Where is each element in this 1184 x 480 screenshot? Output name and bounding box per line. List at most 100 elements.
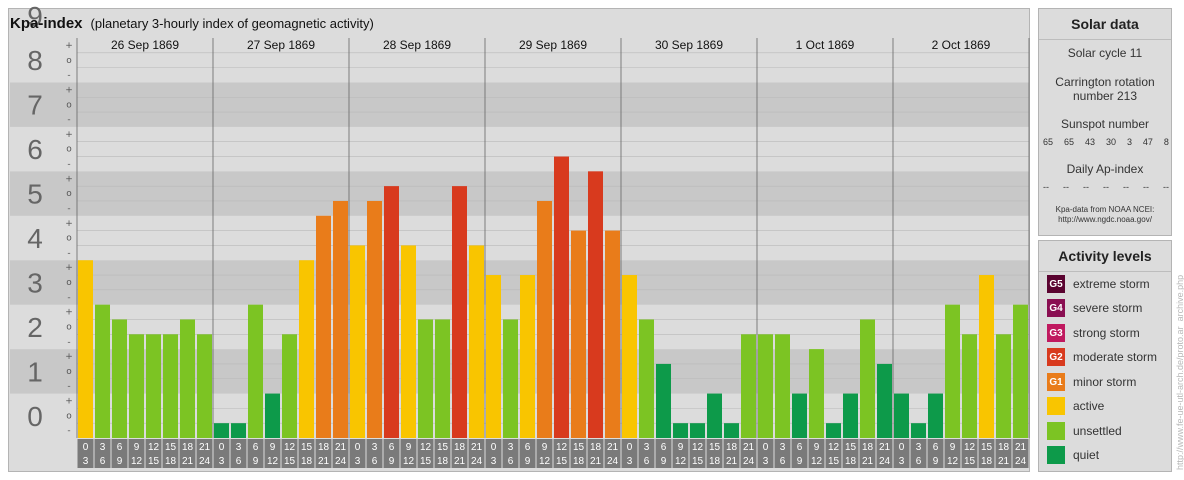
kp-bar (1013, 304, 1028, 438)
interval-end-label: 24 (879, 456, 891, 467)
interval-end-label: 3 (763, 456, 769, 467)
interval-end-label: 24 (607, 456, 619, 467)
day-label: 1 Oct 1869 (796, 38, 855, 52)
interval-cell (536, 439, 553, 468)
kp-bar (452, 186, 467, 438)
interval-cell (1012, 439, 1029, 468)
interval-cell (553, 439, 570, 468)
interval-start-label: 6 (933, 442, 939, 453)
interval-start-label: 21 (879, 442, 891, 453)
interval-cell (349, 439, 366, 468)
kp-bar (418, 319, 433, 438)
kp-bar (877, 363, 892, 438)
interval-cell (145, 439, 162, 468)
y-sub-tick-label: - (67, 160, 70, 170)
interval-start-label: 12 (692, 442, 704, 453)
data-source-label: Kpa-data from NOAA NCEI: (1055, 205, 1155, 214)
daily-ap-index-title: Daily Ap-index (1066, 162, 1144, 176)
kp-bar (435, 319, 450, 438)
interval-start-label: 6 (797, 442, 803, 453)
sunspot-number-title: Sunspot number (1060, 117, 1150, 131)
interval-end-label: 18 (301, 456, 313, 467)
interval-cell (519, 439, 536, 468)
interval-cell (434, 439, 451, 468)
kp-bar (214, 423, 229, 438)
interval-cell (723, 439, 740, 468)
interval-cell (961, 439, 978, 468)
level-label: active (1073, 399, 1105, 413)
interval-end-label: 15 (556, 456, 568, 467)
interval-start-label: 12 (148, 442, 160, 453)
interval-cell (774, 439, 791, 468)
interval-end-label: 3 (627, 456, 633, 467)
level-swatch: G3 (1047, 324, 1065, 342)
interval-start-label: 21 (1015, 442, 1027, 453)
interval-end-label: 18 (981, 456, 993, 467)
level-swatch (1047, 446, 1065, 464)
chart-title-row: Kpa-index (planetary 3-hourly index of ge… (10, 15, 374, 33)
kp-bar (962, 334, 977, 438)
interval-start-label: 0 (355, 442, 361, 453)
interval-end-label: 3 (899, 456, 905, 467)
y-band (10, 171, 1029, 216)
interval-start-label: 12 (420, 442, 432, 453)
y-tick-label: 5 (27, 179, 43, 210)
ap-value: -- (1123, 182, 1129, 192)
y-tick-label: 1 (27, 356, 43, 387)
level-swatch: G2 (1047, 348, 1065, 366)
interval-start-label: 15 (437, 442, 449, 453)
interval-end-label: 24 (199, 456, 211, 467)
kp-bar (129, 334, 144, 438)
level-label: quiet (1073, 448, 1100, 462)
chart-title: Kpa-index (10, 15, 83, 32)
interval-end-label: 12 (947, 456, 959, 467)
interval-cell (978, 439, 995, 468)
kp-bar (486, 275, 501, 438)
interval-cell (400, 439, 417, 468)
interval-end-label: 12 (811, 456, 823, 467)
interval-cell (570, 439, 587, 468)
interval-end-label: 3 (219, 456, 225, 467)
interval-cell (417, 439, 434, 468)
solar-data-panel: Solar data Solar cycle 11 Carrington rot… (1038, 8, 1172, 236)
kp-bar (809, 349, 824, 438)
ap-value: -- (1143, 182, 1149, 192)
interval-cell (825, 439, 842, 468)
interval-cell (281, 439, 298, 468)
kp-bar (367, 200, 382, 438)
kp-bar (928, 393, 943, 438)
y-band (10, 349, 1029, 394)
level-label: strong storm (1073, 326, 1140, 340)
level-swatch: G1 (1047, 373, 1065, 391)
interval-start-label: 12 (284, 442, 296, 453)
level-moderate-storm: G2 moderate storm (1047, 347, 1157, 367)
kp-bar (282, 334, 297, 438)
interval-end-label: 15 (828, 456, 840, 467)
kp-bar (299, 260, 314, 438)
kp-bar (197, 334, 212, 438)
y-sub-tick-label: + (65, 174, 73, 184)
interval-end-label: 21 (590, 456, 602, 467)
y-sub-tick-label: o (66, 367, 72, 377)
kp-bar (537, 200, 552, 438)
interval-cell (77, 439, 94, 468)
interval-end-label: 6 (372, 456, 378, 467)
interval-start-label: 9 (542, 442, 548, 453)
interval-cell (332, 439, 349, 468)
interval-start-label: 15 (165, 442, 177, 453)
kp-bar (690, 423, 705, 438)
y-sub-tick-label: + (65, 308, 73, 318)
interval-end-label: 18 (709, 456, 721, 467)
interval-start-label: 12 (556, 442, 568, 453)
interval-end-label: 9 (117, 456, 123, 467)
level-strong-storm: G3 strong storm (1047, 323, 1140, 343)
interval-cell (94, 439, 111, 468)
kp-bar (554, 156, 569, 439)
interval-cell (162, 439, 179, 468)
interval-end-label: 12 (539, 456, 551, 467)
interval-start-label: 18 (318, 442, 330, 453)
kp-bar (741, 334, 756, 438)
y-sub-tick-label: o (66, 278, 72, 288)
interval-end-label: 21 (862, 456, 874, 467)
interval-end-label: 21 (318, 456, 330, 467)
